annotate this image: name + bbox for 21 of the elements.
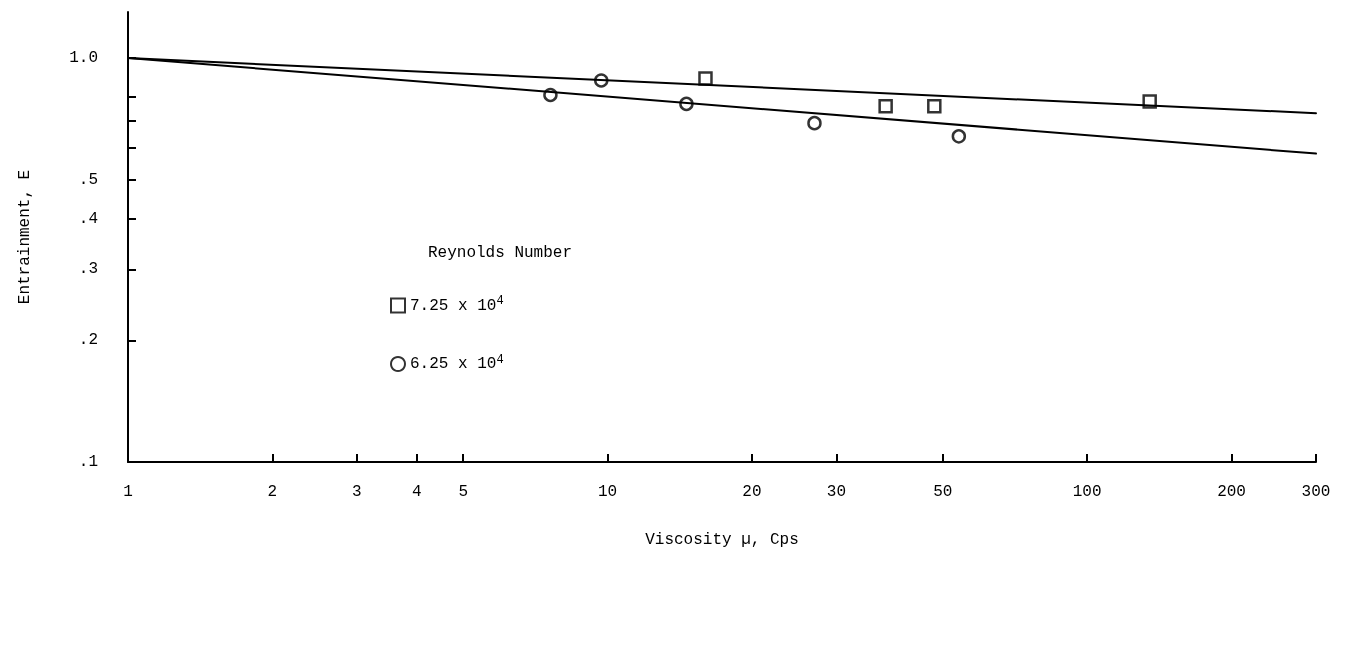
y-tick-label: .3 xyxy=(78,260,98,279)
x-axis-title: Viscosity µ, Cps xyxy=(645,531,799,549)
x-tick-label: 3 xyxy=(352,483,362,501)
x-tick-label: 100 xyxy=(1072,483,1102,501)
x-tick-label: 30 xyxy=(826,483,847,501)
y-tick-label: .5 xyxy=(78,170,98,189)
x-tick-label: 20 xyxy=(742,483,762,501)
x-tick-label: 300 xyxy=(1301,483,1331,501)
y-axis-title: Entrainment, E xyxy=(16,169,34,305)
x-tick-label: 5 xyxy=(458,483,469,501)
y-tick-label: 1.0 xyxy=(69,49,98,68)
x-tick-label: 2 xyxy=(267,483,278,501)
y-tick-label: .2 xyxy=(78,331,98,350)
x-tick-label: 1 xyxy=(123,483,133,501)
legend-title: Reynolds Number xyxy=(428,244,573,262)
x-tick-label: 200 xyxy=(1217,483,1246,501)
x-tick-label: 50 xyxy=(933,483,953,501)
y-tick-label: .4 xyxy=(78,209,98,228)
x-tick-label: 4 xyxy=(411,483,422,501)
x-tick-label: 10 xyxy=(597,483,618,501)
y-tick-label: .1 xyxy=(78,453,98,471)
